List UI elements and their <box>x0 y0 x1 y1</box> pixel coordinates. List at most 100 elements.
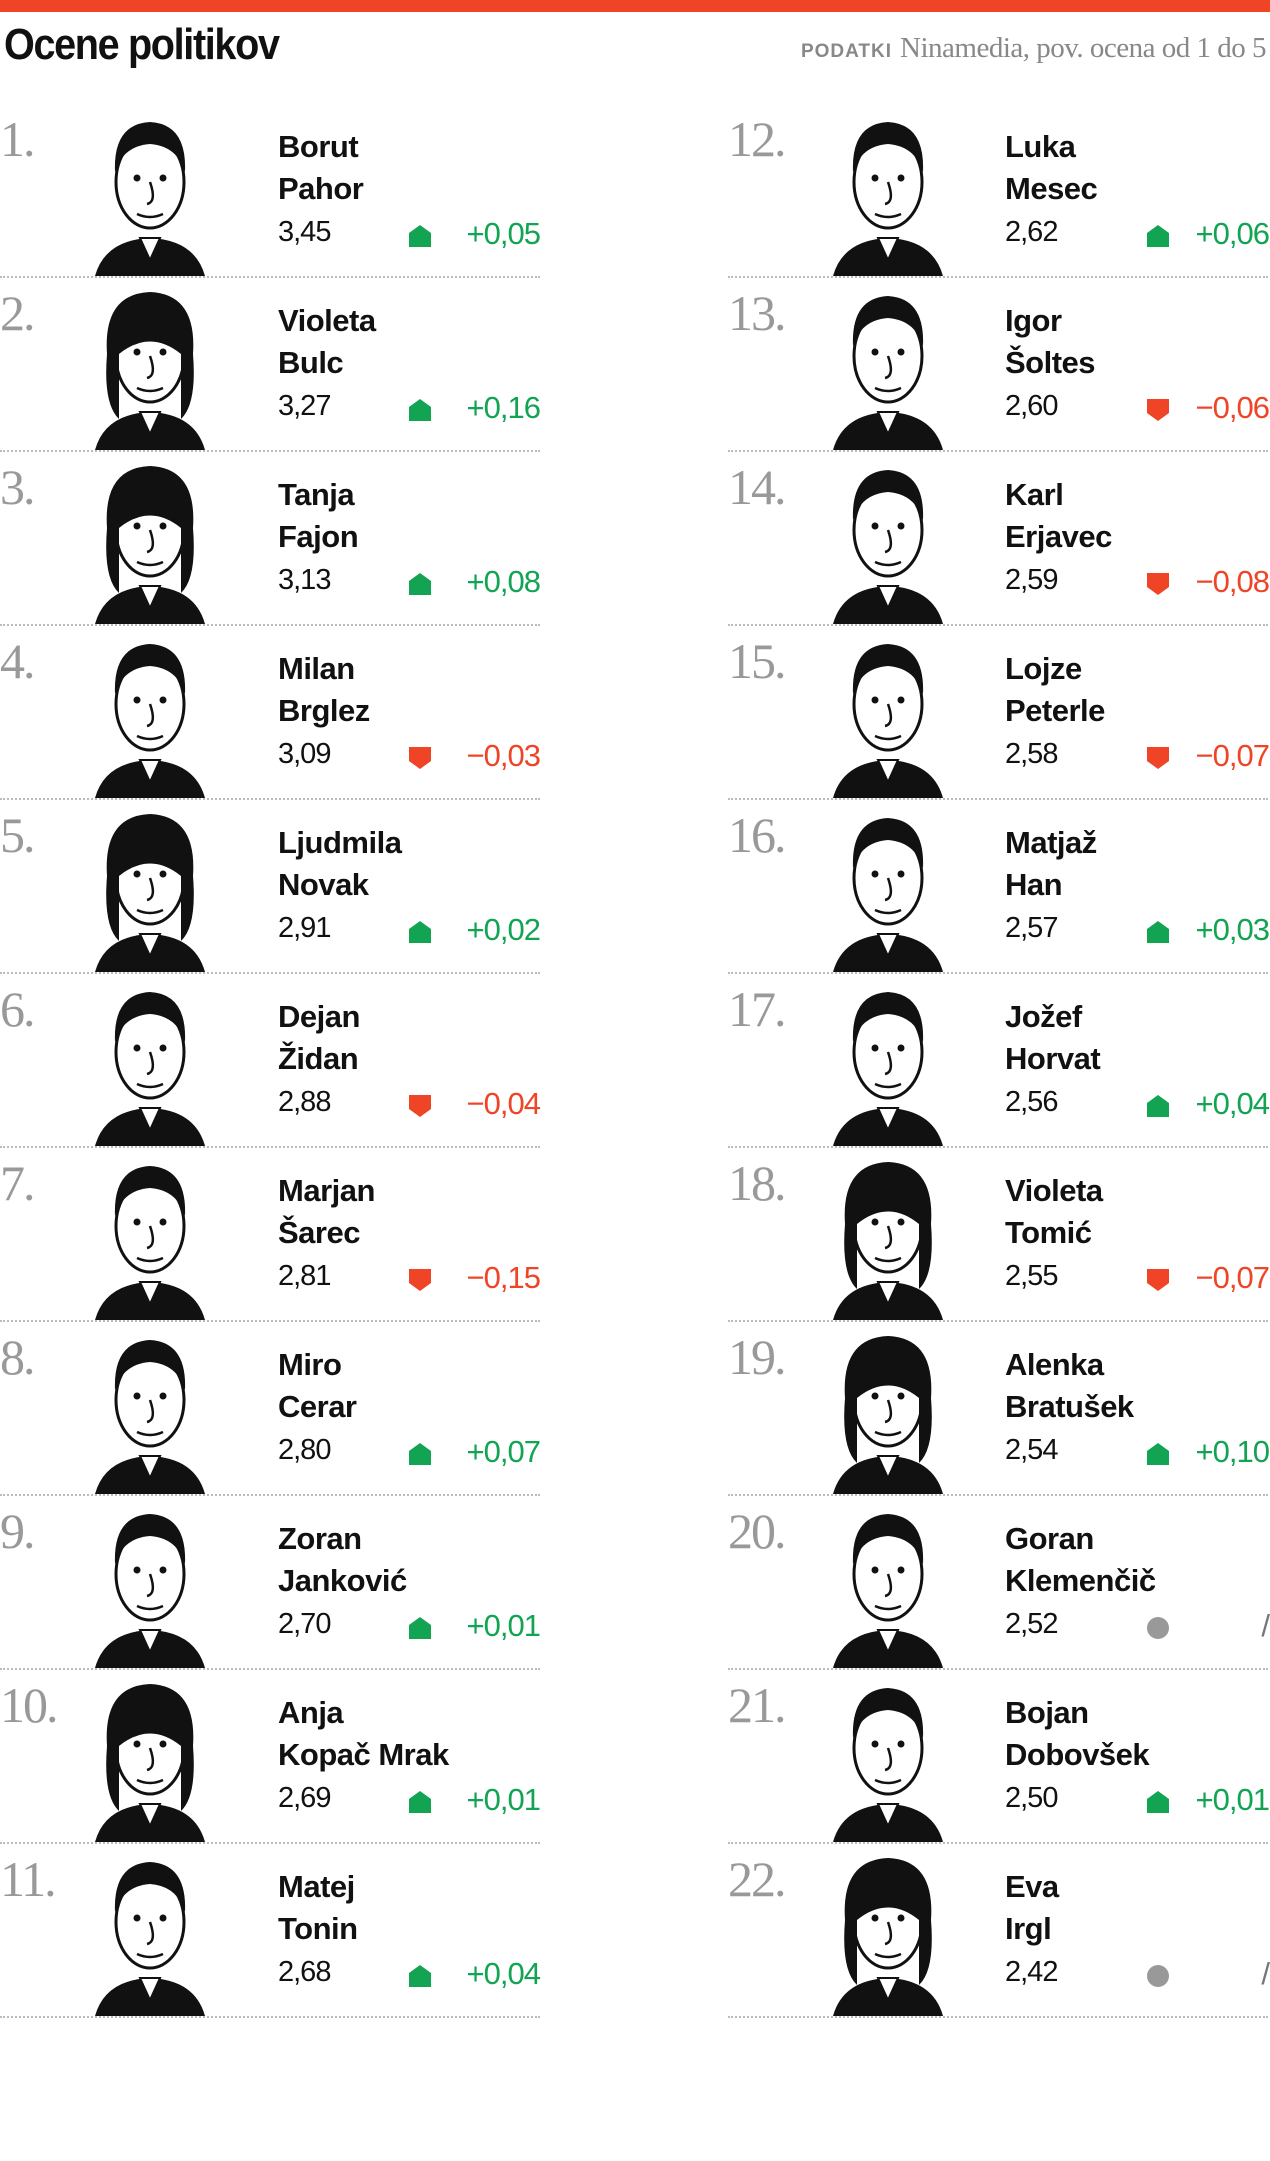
politician-row: 4. Milan Brglez 3,09 −0,03 <box>0 626 541 800</box>
score-change: / <box>1261 1608 1270 1643</box>
average-score: 2,50 <box>1005 1782 1058 1814</box>
last-name: Horvat <box>1005 1041 1101 1076</box>
first-name: Violeta <box>278 303 376 338</box>
caricature-portrait <box>95 1862 205 2016</box>
politician-name: Zoran Janković <box>278 1518 407 1602</box>
rank-number: 12. <box>728 111 786 167</box>
last-name: Kopač Mrak <box>278 1737 449 1772</box>
score-change: −0,07 <box>1195 738 1270 773</box>
rank-number: 18. <box>728 1155 786 1211</box>
caricature-portrait <box>833 644 943 798</box>
caricature-portrait <box>833 818 943 972</box>
rank-number: 21. <box>728 1677 786 1733</box>
average-score: 2,42 <box>1005 1956 1058 1988</box>
first-name: Anja <box>278 1695 344 1730</box>
politician-name: Violeta Tomić <box>1005 1170 1103 1254</box>
politician-name: Milan Brglez <box>278 648 370 732</box>
score-change: −0,08 <box>1195 564 1270 599</box>
last-name: Erjavec <box>1005 519 1112 554</box>
last-name: Šoltes <box>1005 345 1096 380</box>
score-change: −0,03 <box>466 738 541 773</box>
rank-number: 9. <box>0 1503 35 1559</box>
average-score: 2,52 <box>1005 1608 1058 1640</box>
trend-up-icon <box>409 573 431 595</box>
caricature-portrait <box>95 122 205 276</box>
first-name: Milan <box>278 651 355 686</box>
politician-row: 12. Luka Mesec 2,62 +0,06 <box>728 104 1270 278</box>
last-name: Bulc <box>278 345 344 380</box>
first-name: Karl <box>1005 477 1064 512</box>
average-score: 2,70 <box>278 1608 331 1640</box>
last-name: Pahor <box>278 171 364 206</box>
ranking-column-left: 1. Borut Pahor 3,45 +0,05 2. Violeta Bulc 3,27 +0… <box>0 104 541 2018</box>
rank-number: 8. <box>0 1329 35 1385</box>
politician-row: 14. Karl Erjavec 2,59 −0,08 <box>728 452 1270 626</box>
trend-up-icon <box>409 1791 431 1813</box>
last-name: Novak <box>278 867 369 902</box>
trend-up-icon <box>1147 225 1169 247</box>
caricature-portrait <box>95 1340 205 1494</box>
politician-row: 17. Jožef Horvat 2,56 +0,04 <box>728 974 1270 1148</box>
caricature-portrait <box>833 1688 943 1842</box>
trend-up-icon <box>409 225 431 247</box>
trend-down-icon <box>1147 573 1169 595</box>
score-change: +0,02 <box>466 912 541 947</box>
score-change: +0,10 <box>1195 1434 1270 1469</box>
politician-name: Borut Pahor <box>278 126 364 210</box>
rank-number: 13. <box>728 285 786 341</box>
trend-up-icon <box>1147 1095 1169 1117</box>
caricature-portrait <box>833 296 943 450</box>
politician-row: 5. Ljudmila Novak 2,91 +0,02 <box>0 800 541 974</box>
politician-row: 2. Violeta Bulc 3,27 +0,16 <box>0 278 541 452</box>
trend-neutral-icon <box>1147 1617 1169 1639</box>
politician-row: 7. Marjan Šarec 2,81 −0,15 <box>0 1148 541 1322</box>
politician-name: Alenka Bratušek <box>1005 1344 1134 1428</box>
politician-row: 9. Zoran Janković 2,70 +0,01 <box>0 1496 541 1670</box>
average-score: 2,59 <box>1005 564 1058 596</box>
politician-row: 18. Violeta Tomić 2,55 −0,07 <box>728 1148 1270 1322</box>
score-change: +0,01 <box>466 1608 541 1643</box>
politician-row: 21. Bojan Dobovšek 2,50 +0,01 <box>728 1670 1270 1844</box>
politician-row: 13. Igor Šoltes 2,60 −0,06 <box>728 278 1270 452</box>
first-name: Igor <box>1005 303 1062 338</box>
caricature-portrait <box>95 1514 205 1668</box>
politician-name: Jožef Horvat <box>1005 996 1101 1080</box>
score-change: / <box>1261 1956 1270 1991</box>
rank-number: 16. <box>728 807 786 863</box>
caricature-portrait <box>833 122 943 276</box>
trend-down-icon <box>409 1269 431 1291</box>
politician-row: 16. Matjaž Han 2,57 +0,03 <box>728 800 1270 974</box>
score-change: +0,16 <box>466 390 541 425</box>
last-name: Peterle <box>1005 693 1105 728</box>
caricature-portrait <box>95 814 205 972</box>
first-name: Luka <box>1005 129 1076 164</box>
score-change: +0,04 <box>466 1956 541 1991</box>
politician-row: 20. Goran Klemenčič 2,52 / <box>728 1496 1270 1670</box>
score-change: +0,01 <box>1195 1782 1270 1817</box>
score-change: +0,03 <box>1195 912 1270 947</box>
trend-up-icon <box>409 1443 431 1465</box>
first-name: Jožef <box>1005 999 1082 1034</box>
first-name: Miro <box>278 1347 342 1382</box>
politician-name: Luka Mesec <box>1005 126 1098 210</box>
score-change: +0,04 <box>1195 1086 1270 1121</box>
caricature-portrait <box>833 1162 943 1320</box>
trend-up-icon <box>1147 1791 1169 1813</box>
politician-name: Dejan Židan <box>278 996 360 1080</box>
last-name: Mesec <box>1005 171 1098 206</box>
first-name: Borut <box>278 129 359 164</box>
top-accent-bar <box>0 0 1270 12</box>
last-name: Dobovšek <box>1005 1737 1150 1772</box>
rank-number: 19. <box>728 1329 786 1385</box>
rank-number: 10. <box>0 1677 58 1733</box>
score-change: −0,06 <box>1195 390 1270 425</box>
caricature-portrait <box>95 1684 205 1842</box>
last-name: Tonin <box>278 1911 358 1946</box>
first-name: Matjaž <box>1005 825 1097 860</box>
politician-name: Violeta Bulc <box>278 300 376 384</box>
politician-name: Eva Irgl <box>1005 1866 1059 1950</box>
average-score: 2,69 <box>278 1782 331 1814</box>
last-name: Klemenčič <box>1005 1563 1156 1598</box>
trend-down-icon <box>409 747 431 769</box>
trend-down-icon <box>1147 399 1169 421</box>
